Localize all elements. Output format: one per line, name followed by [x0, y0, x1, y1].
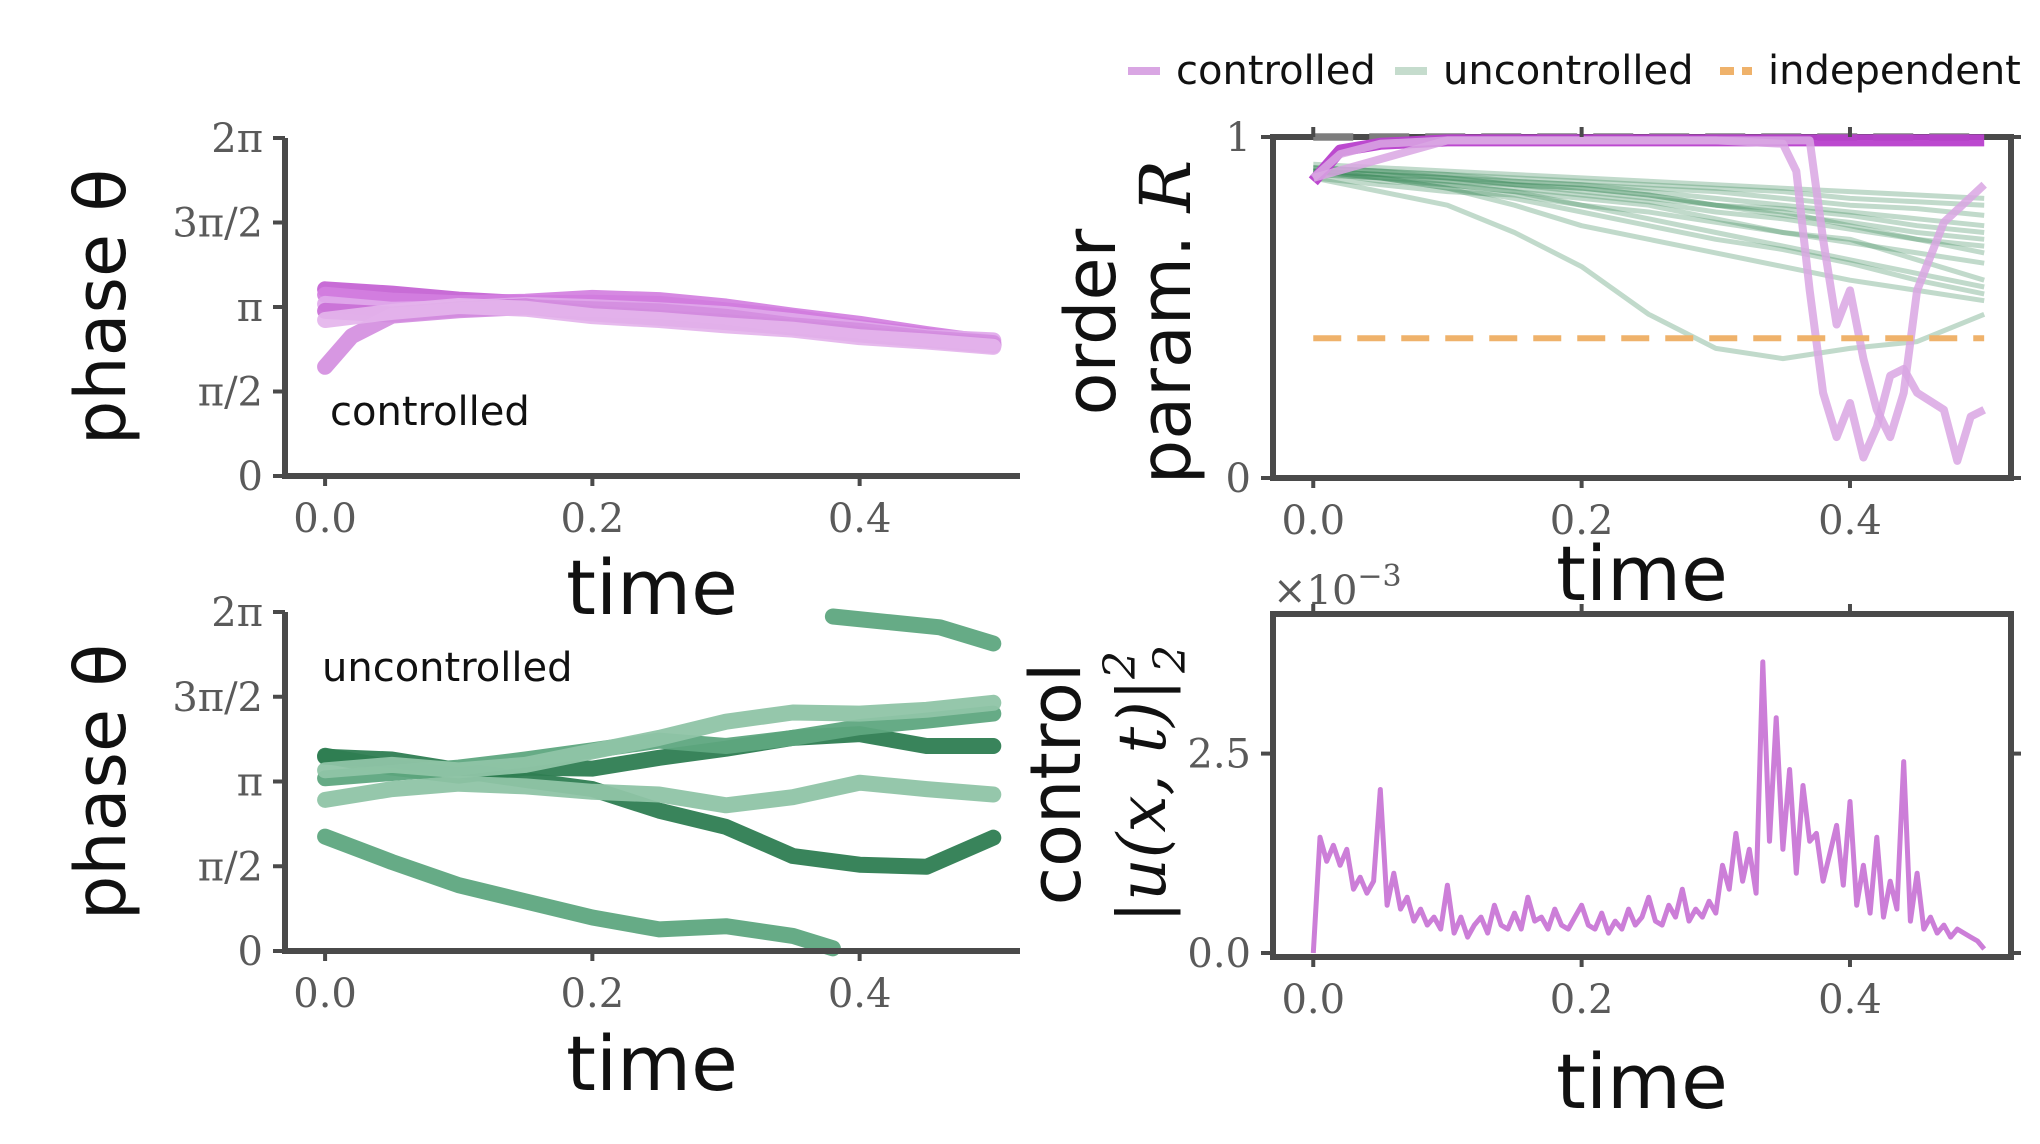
ticks: 0.0 0.2 0.4 0 π/2 π 3π/2 2π: [172, 590, 891, 1017]
y-tick-label: 2.5: [1187, 732, 1251, 778]
y-axis-label: phase θ: [60, 644, 142, 920]
order-series-uncontrolled: [1313, 175, 1985, 266]
y-tick-label: 0: [238, 929, 263, 975]
order-series-uncontrolled: [1312, 175, 1986, 362]
x-axis-label: time: [1556, 529, 1728, 618]
x-tick-label: 0.4: [828, 971, 892, 1017]
panel-control-norm: 0.0 0.2 0.4 0.0 2.5 ×10−3 time control |u(x,…: [1015, 559, 2021, 1126]
x-tick-label: 0.2: [561, 971, 625, 1017]
y-tick-label: π/2: [198, 370, 263, 416]
y-axis-label: control |u(x, t)|22: [1015, 645, 1196, 923]
legend-label: controlled: [1176, 48, 1376, 94]
panel-order-parameter: 0.0 0.2 0.4 0 1 time order param. R controll…: [1050, 48, 2021, 618]
order-series-uncontrolled: [1313, 168, 1985, 242]
plot-area: [317, 608, 1002, 957]
y-axis-label-line2: param. R: [1125, 160, 1207, 484]
x-tick-label: 0.4: [1818, 977, 1882, 1023]
order-series-uncontrolled: [1313, 168, 1985, 249]
y-tick-label: 3π/2: [172, 675, 263, 721]
y-axis-label: order param. R: [1050, 160, 1207, 484]
order-series-uncontrolled: [1312, 168, 1985, 283]
y-tick-label: 2π: [211, 116, 263, 162]
order-series-uncontrolled: [1313, 165, 1985, 256]
annotation-uncontrolled: uncontrolled: [322, 645, 572, 691]
legend-label: independent: [1768, 48, 2021, 94]
y-axis-label-line1: order: [1050, 228, 1132, 415]
order-series-uncontrolled: [1313, 168, 1985, 304]
x-tick-label: 0.0: [293, 496, 357, 542]
x-tick-label: 0.4: [1818, 498, 1882, 544]
order-series-uncontrolled: [1313, 168, 1985, 218]
y-tick-label: π/2: [198, 844, 263, 890]
y-tick-label: π: [237, 760, 263, 806]
y-tick-label: 1: [1226, 115, 1251, 161]
y-axis-label-line1: control: [1015, 663, 1097, 906]
order-series-controlled: [1312, 136, 1987, 442]
x-tick-label: 0.0: [1281, 977, 1345, 1023]
y-tick-label: π: [237, 285, 263, 331]
order-series-uncontrolled: [1313, 161, 1985, 201]
x-tick-label: 0.0: [1281, 498, 1345, 544]
order-series-uncontrolled: [1313, 168, 1985, 297]
x-tick-label: 0.4: [828, 496, 892, 542]
panel-phase-controlled: 0.0 0.2 0.4 0 π/2 π 3π/2 2π controlled time pha…: [60, 116, 1020, 632]
panel-phase-uncontrolled: 0.0 0.2 0.4 0 π/2 π 3π/2 2π uncontrolled time p…: [60, 590, 1020, 1108]
order-series-uncontrolled: [1313, 172, 1985, 235]
y-tick-label: 0: [238, 454, 263, 500]
order-series-uncontrolled: [1313, 165, 1985, 229]
ticks: 0.0 0.2 0.4 0 π/2 π 3π/2 2π: [172, 116, 891, 542]
legend-label: uncontrolled: [1443, 48, 1693, 94]
x-axis-label: time: [1556, 1037, 1728, 1126]
x-tick-label: 0.2: [1550, 977, 1614, 1023]
phase-series-controlled: [317, 298, 1002, 355]
y-axis-label: phase θ: [60, 169, 142, 445]
phase-series-uncontrolled: [317, 828, 841, 957]
y-tick-label: 2π: [211, 590, 263, 636]
ticks: 0.0 0.2 0.4 0 1: [1226, 115, 2021, 544]
plot-area: [1308, 133, 1987, 465]
y-tick-label: 0: [1226, 456, 1251, 502]
x-axis-label: time: [566, 543, 738, 632]
order-series-uncontrolled: [1313, 165, 1985, 208]
order-series-uncontrolled: [1313, 172, 1985, 290]
x-tick-label: 0.2: [1550, 498, 1614, 544]
scale-factor: ×10−3: [1273, 559, 1402, 614]
plot-area: [1310, 659, 1987, 954]
phase-series-uncontrolled: [317, 774, 1002, 814]
legend: controlled uncontrolled independent: [1128, 48, 2021, 94]
x-tick-label: 0.0: [293, 971, 357, 1017]
plot-area: [317, 281, 1002, 375]
control-norm-series: [1310, 659, 1987, 954]
ticks: 0.0 0.2 0.4 0.0 2.5: [1187, 604, 2021, 1023]
y-tick-label: 0.0: [1187, 931, 1251, 977]
y-axis-label-line2: |u(x, t)|22: [1095, 645, 1196, 923]
phase-series-uncontrolled: [824, 608, 1002, 652]
x-axis-label: time: [566, 1019, 738, 1108]
y-tick-label: 3π/2: [172, 201, 263, 247]
annotation-controlled: controlled: [330, 389, 530, 435]
plot-frame: [1270, 611, 2014, 960]
phase-series-uncontrolled: [317, 694, 1002, 779]
x-tick-label: 0.2: [561, 496, 625, 542]
